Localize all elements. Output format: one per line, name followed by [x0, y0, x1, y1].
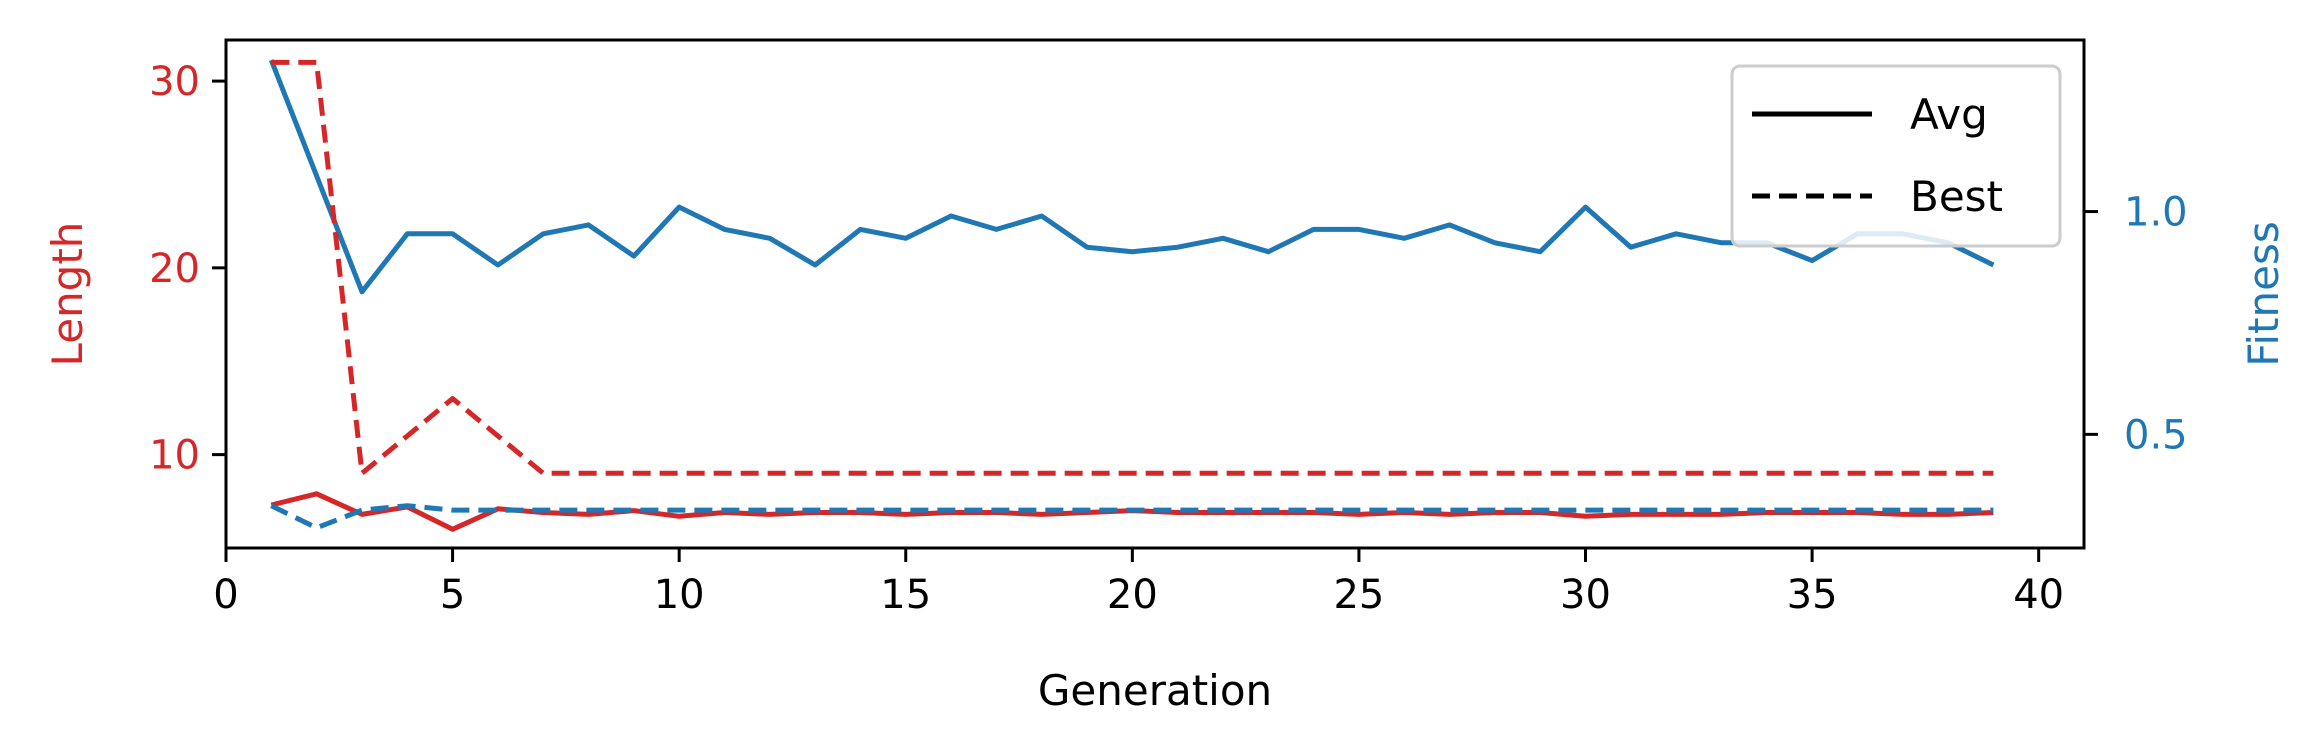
x-tick-label: 20	[1107, 572, 1158, 618]
legend: Avg Best	[1730, 64, 2062, 248]
x-tick-label: 40	[2013, 572, 2064, 618]
left-y-tick-label: 20	[149, 246, 200, 292]
x-tick-label: 0	[213, 572, 238, 618]
right-y-tick-label: 0.5	[2124, 412, 2188, 458]
x-tick-label: 5	[440, 572, 465, 618]
x-tick-label: 10	[654, 572, 705, 618]
x-tick-label: 15	[880, 572, 931, 618]
series-layer	[268, 59, 1995, 532]
legend-avg-label: Avg	[1910, 90, 1988, 139]
legend-box	[1730, 64, 2062, 248]
series-length-best-line	[271, 59, 1994, 476]
left-y-tick-label: 30	[149, 59, 200, 105]
series-fitness-best-line	[270, 503, 1994, 531]
x-tick-label: 30	[1560, 572, 1611, 618]
legend-best-label: Best	[1910, 172, 2003, 221]
left-y-tick-label: 10	[149, 433, 200, 479]
right-y-tick-label: 1.0	[2124, 190, 2188, 236]
x-axis-title: Generation	[1038, 666, 1272, 715]
ticks-layer: 0 5 10 15 20 25 30 35 40 10 20 30 0.5 1.0	[149, 59, 2188, 618]
x-tick-label: 25	[1333, 572, 1384, 618]
right-axis-title: Fitness	[2239, 221, 2288, 366]
plot-frame	[224, 38, 2086, 550]
series-fitness-avg-line	[268, 59, 1995, 295]
left-axis-title: Length	[43, 222, 92, 367]
x-tick-label: 35	[1787, 572, 1838, 618]
